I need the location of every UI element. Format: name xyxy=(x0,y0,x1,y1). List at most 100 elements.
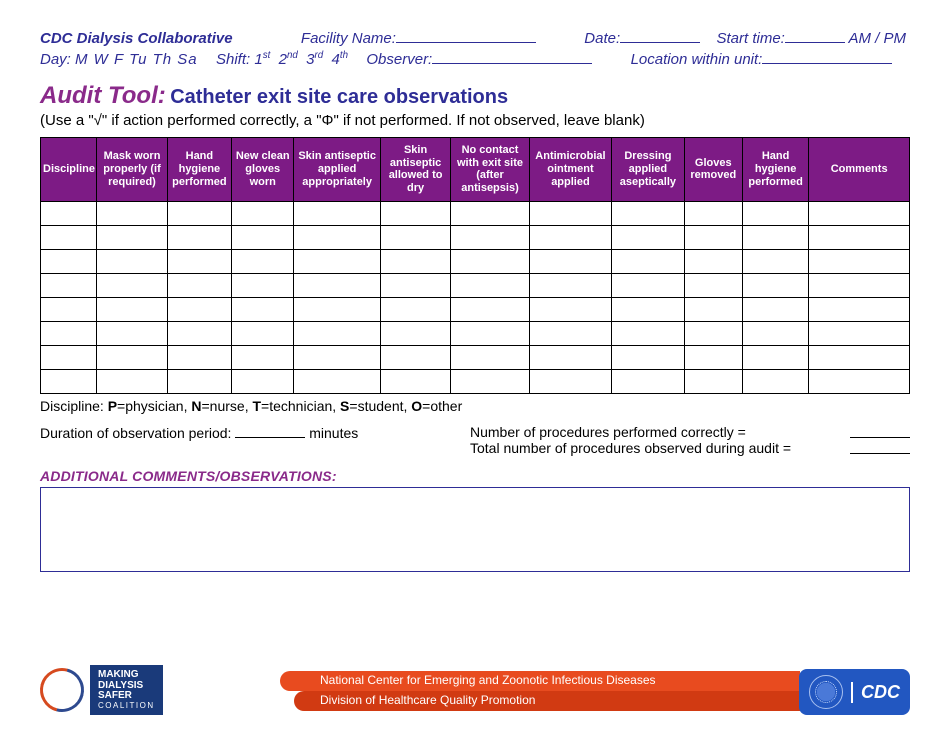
table-cell[interactable] xyxy=(612,201,684,225)
table-cell[interactable] xyxy=(742,201,808,225)
table-cell[interactable] xyxy=(97,369,167,393)
total-field[interactable] xyxy=(850,440,910,454)
table-cell[interactable] xyxy=(529,201,611,225)
table-cell[interactable] xyxy=(380,369,450,393)
table-cell[interactable] xyxy=(529,369,611,393)
table-cell[interactable] xyxy=(294,297,380,321)
table-cell[interactable] xyxy=(529,249,611,273)
table-cell[interactable] xyxy=(294,273,380,297)
table-cell[interactable] xyxy=(97,273,167,297)
table-cell[interactable] xyxy=(451,297,529,321)
table-cell[interactable] xyxy=(742,297,808,321)
table-cell[interactable] xyxy=(294,321,380,345)
table-cell[interactable] xyxy=(232,345,294,369)
table-cell[interactable] xyxy=(232,201,294,225)
table-cell[interactable] xyxy=(451,321,529,345)
table-cell[interactable] xyxy=(809,201,910,225)
table-cell[interactable] xyxy=(380,273,450,297)
table-cell[interactable] xyxy=(167,321,231,345)
table-cell[interactable] xyxy=(529,321,611,345)
table-cell[interactable] xyxy=(451,345,529,369)
table-cell[interactable] xyxy=(167,249,231,273)
table-cell[interactable] xyxy=(167,201,231,225)
table-cell[interactable] xyxy=(294,225,380,249)
table-cell[interactable] xyxy=(684,345,742,369)
duration-field[interactable] xyxy=(235,424,305,438)
table-cell[interactable] xyxy=(232,369,294,393)
table-cell[interactable] xyxy=(612,369,684,393)
table-cell[interactable] xyxy=(41,321,97,345)
table-cell[interactable] xyxy=(684,201,742,225)
table-cell[interactable] xyxy=(809,249,910,273)
table-cell[interactable] xyxy=(684,273,742,297)
table-cell[interactable] xyxy=(41,249,97,273)
table-cell[interactable] xyxy=(451,201,529,225)
table-cell[interactable] xyxy=(97,225,167,249)
table-cell[interactable] xyxy=(742,249,808,273)
table-cell[interactable] xyxy=(684,297,742,321)
table-cell[interactable] xyxy=(451,369,529,393)
table-cell[interactable] xyxy=(294,369,380,393)
table-cell[interactable] xyxy=(167,369,231,393)
table-cell[interactable] xyxy=(809,225,910,249)
shift-options[interactable]: 1st 2nd 3rd 4th xyxy=(254,51,348,68)
table-cell[interactable] xyxy=(612,225,684,249)
table-cell[interactable] xyxy=(684,321,742,345)
table-cell[interactable] xyxy=(97,345,167,369)
table-cell[interactable] xyxy=(612,273,684,297)
table-cell[interactable] xyxy=(380,225,450,249)
table-cell[interactable] xyxy=(380,297,450,321)
table-cell[interactable] xyxy=(41,369,97,393)
date-field[interactable] xyxy=(620,28,700,43)
table-cell[interactable] xyxy=(612,345,684,369)
table-cell[interactable] xyxy=(294,201,380,225)
day-options[interactable]: M W F Tu Th Sa xyxy=(75,51,198,68)
table-cell[interactable] xyxy=(809,321,910,345)
table-cell[interactable] xyxy=(97,201,167,225)
comment-box[interactable] xyxy=(40,487,910,572)
table-cell[interactable] xyxy=(41,273,97,297)
table-cell[interactable] xyxy=(742,225,808,249)
table-cell[interactable] xyxy=(742,345,808,369)
start-field[interactable] xyxy=(785,28,845,43)
correct-field[interactable] xyxy=(850,424,910,438)
table-cell[interactable] xyxy=(41,201,97,225)
table-cell[interactable] xyxy=(529,273,611,297)
table-cell[interactable] xyxy=(232,249,294,273)
table-cell[interactable] xyxy=(41,345,97,369)
table-cell[interactable] xyxy=(451,273,529,297)
table-cell[interactable] xyxy=(97,297,167,321)
table-cell[interactable] xyxy=(742,321,808,345)
table-cell[interactable] xyxy=(529,225,611,249)
table-cell[interactable] xyxy=(97,249,167,273)
table-cell[interactable] xyxy=(232,225,294,249)
facility-field[interactable] xyxy=(396,28,536,43)
observer-field[interactable] xyxy=(432,49,592,64)
table-cell[interactable] xyxy=(742,369,808,393)
table-cell[interactable] xyxy=(294,249,380,273)
table-cell[interactable] xyxy=(380,201,450,225)
table-cell[interactable] xyxy=(167,345,231,369)
table-cell[interactable] xyxy=(232,297,294,321)
table-cell[interactable] xyxy=(451,225,529,249)
table-cell[interactable] xyxy=(809,369,910,393)
table-cell[interactable] xyxy=(612,249,684,273)
table-cell[interactable] xyxy=(529,297,611,321)
table-cell[interactable] xyxy=(380,321,450,345)
table-cell[interactable] xyxy=(232,273,294,297)
table-cell[interactable] xyxy=(167,297,231,321)
table-cell[interactable] xyxy=(41,225,97,249)
table-cell[interactable] xyxy=(529,345,611,369)
location-field[interactable] xyxy=(762,49,892,64)
table-cell[interactable] xyxy=(684,369,742,393)
table-cell[interactable] xyxy=(451,249,529,273)
table-cell[interactable] xyxy=(684,225,742,249)
table-cell[interactable] xyxy=(612,297,684,321)
table-cell[interactable] xyxy=(167,225,231,249)
table-cell[interactable] xyxy=(742,273,808,297)
table-cell[interactable] xyxy=(612,321,684,345)
table-cell[interactable] xyxy=(809,345,910,369)
table-cell[interactable] xyxy=(809,297,910,321)
table-cell[interactable] xyxy=(809,273,910,297)
table-cell[interactable] xyxy=(97,321,167,345)
